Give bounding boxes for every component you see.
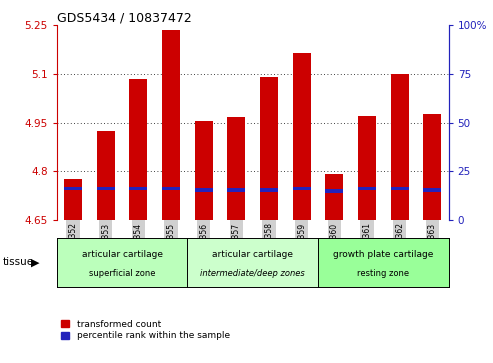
Bar bbox=[64, 179, 82, 220]
Bar bbox=[358, 187, 376, 191]
Bar bbox=[129, 187, 147, 191]
Text: superficial zone: superficial zone bbox=[89, 269, 155, 278]
Bar bbox=[293, 187, 311, 191]
Bar bbox=[325, 189, 343, 193]
Bar bbox=[260, 77, 278, 220]
Bar bbox=[195, 121, 212, 220]
Bar bbox=[162, 30, 180, 220]
Text: articular cartilage: articular cartilage bbox=[81, 250, 163, 260]
Bar bbox=[195, 188, 212, 192]
Bar bbox=[390, 187, 409, 191]
Bar bbox=[227, 188, 246, 192]
Bar bbox=[64, 187, 82, 191]
Bar bbox=[358, 116, 376, 220]
Bar bbox=[390, 74, 409, 220]
Text: growth plate cartilage: growth plate cartilage bbox=[333, 250, 433, 260]
Bar bbox=[162, 187, 180, 191]
Text: articular cartilage: articular cartilage bbox=[212, 250, 293, 260]
Text: tissue: tissue bbox=[2, 257, 34, 267]
Text: resting zone: resting zone bbox=[357, 269, 409, 278]
Bar bbox=[423, 114, 441, 220]
Text: ▶: ▶ bbox=[31, 257, 40, 267]
Text: intermediate/deep zones: intermediate/deep zones bbox=[200, 269, 305, 278]
Bar bbox=[227, 117, 246, 220]
Bar bbox=[129, 79, 147, 220]
Bar bbox=[423, 188, 441, 192]
Bar bbox=[260, 188, 278, 192]
Bar bbox=[293, 53, 311, 220]
Legend: transformed count, percentile rank within the sample: transformed count, percentile rank withi… bbox=[61, 320, 230, 340]
Bar bbox=[325, 174, 343, 220]
Text: GDS5434 / 10837472: GDS5434 / 10837472 bbox=[57, 11, 191, 24]
Bar bbox=[97, 187, 115, 191]
Bar bbox=[97, 131, 115, 220]
